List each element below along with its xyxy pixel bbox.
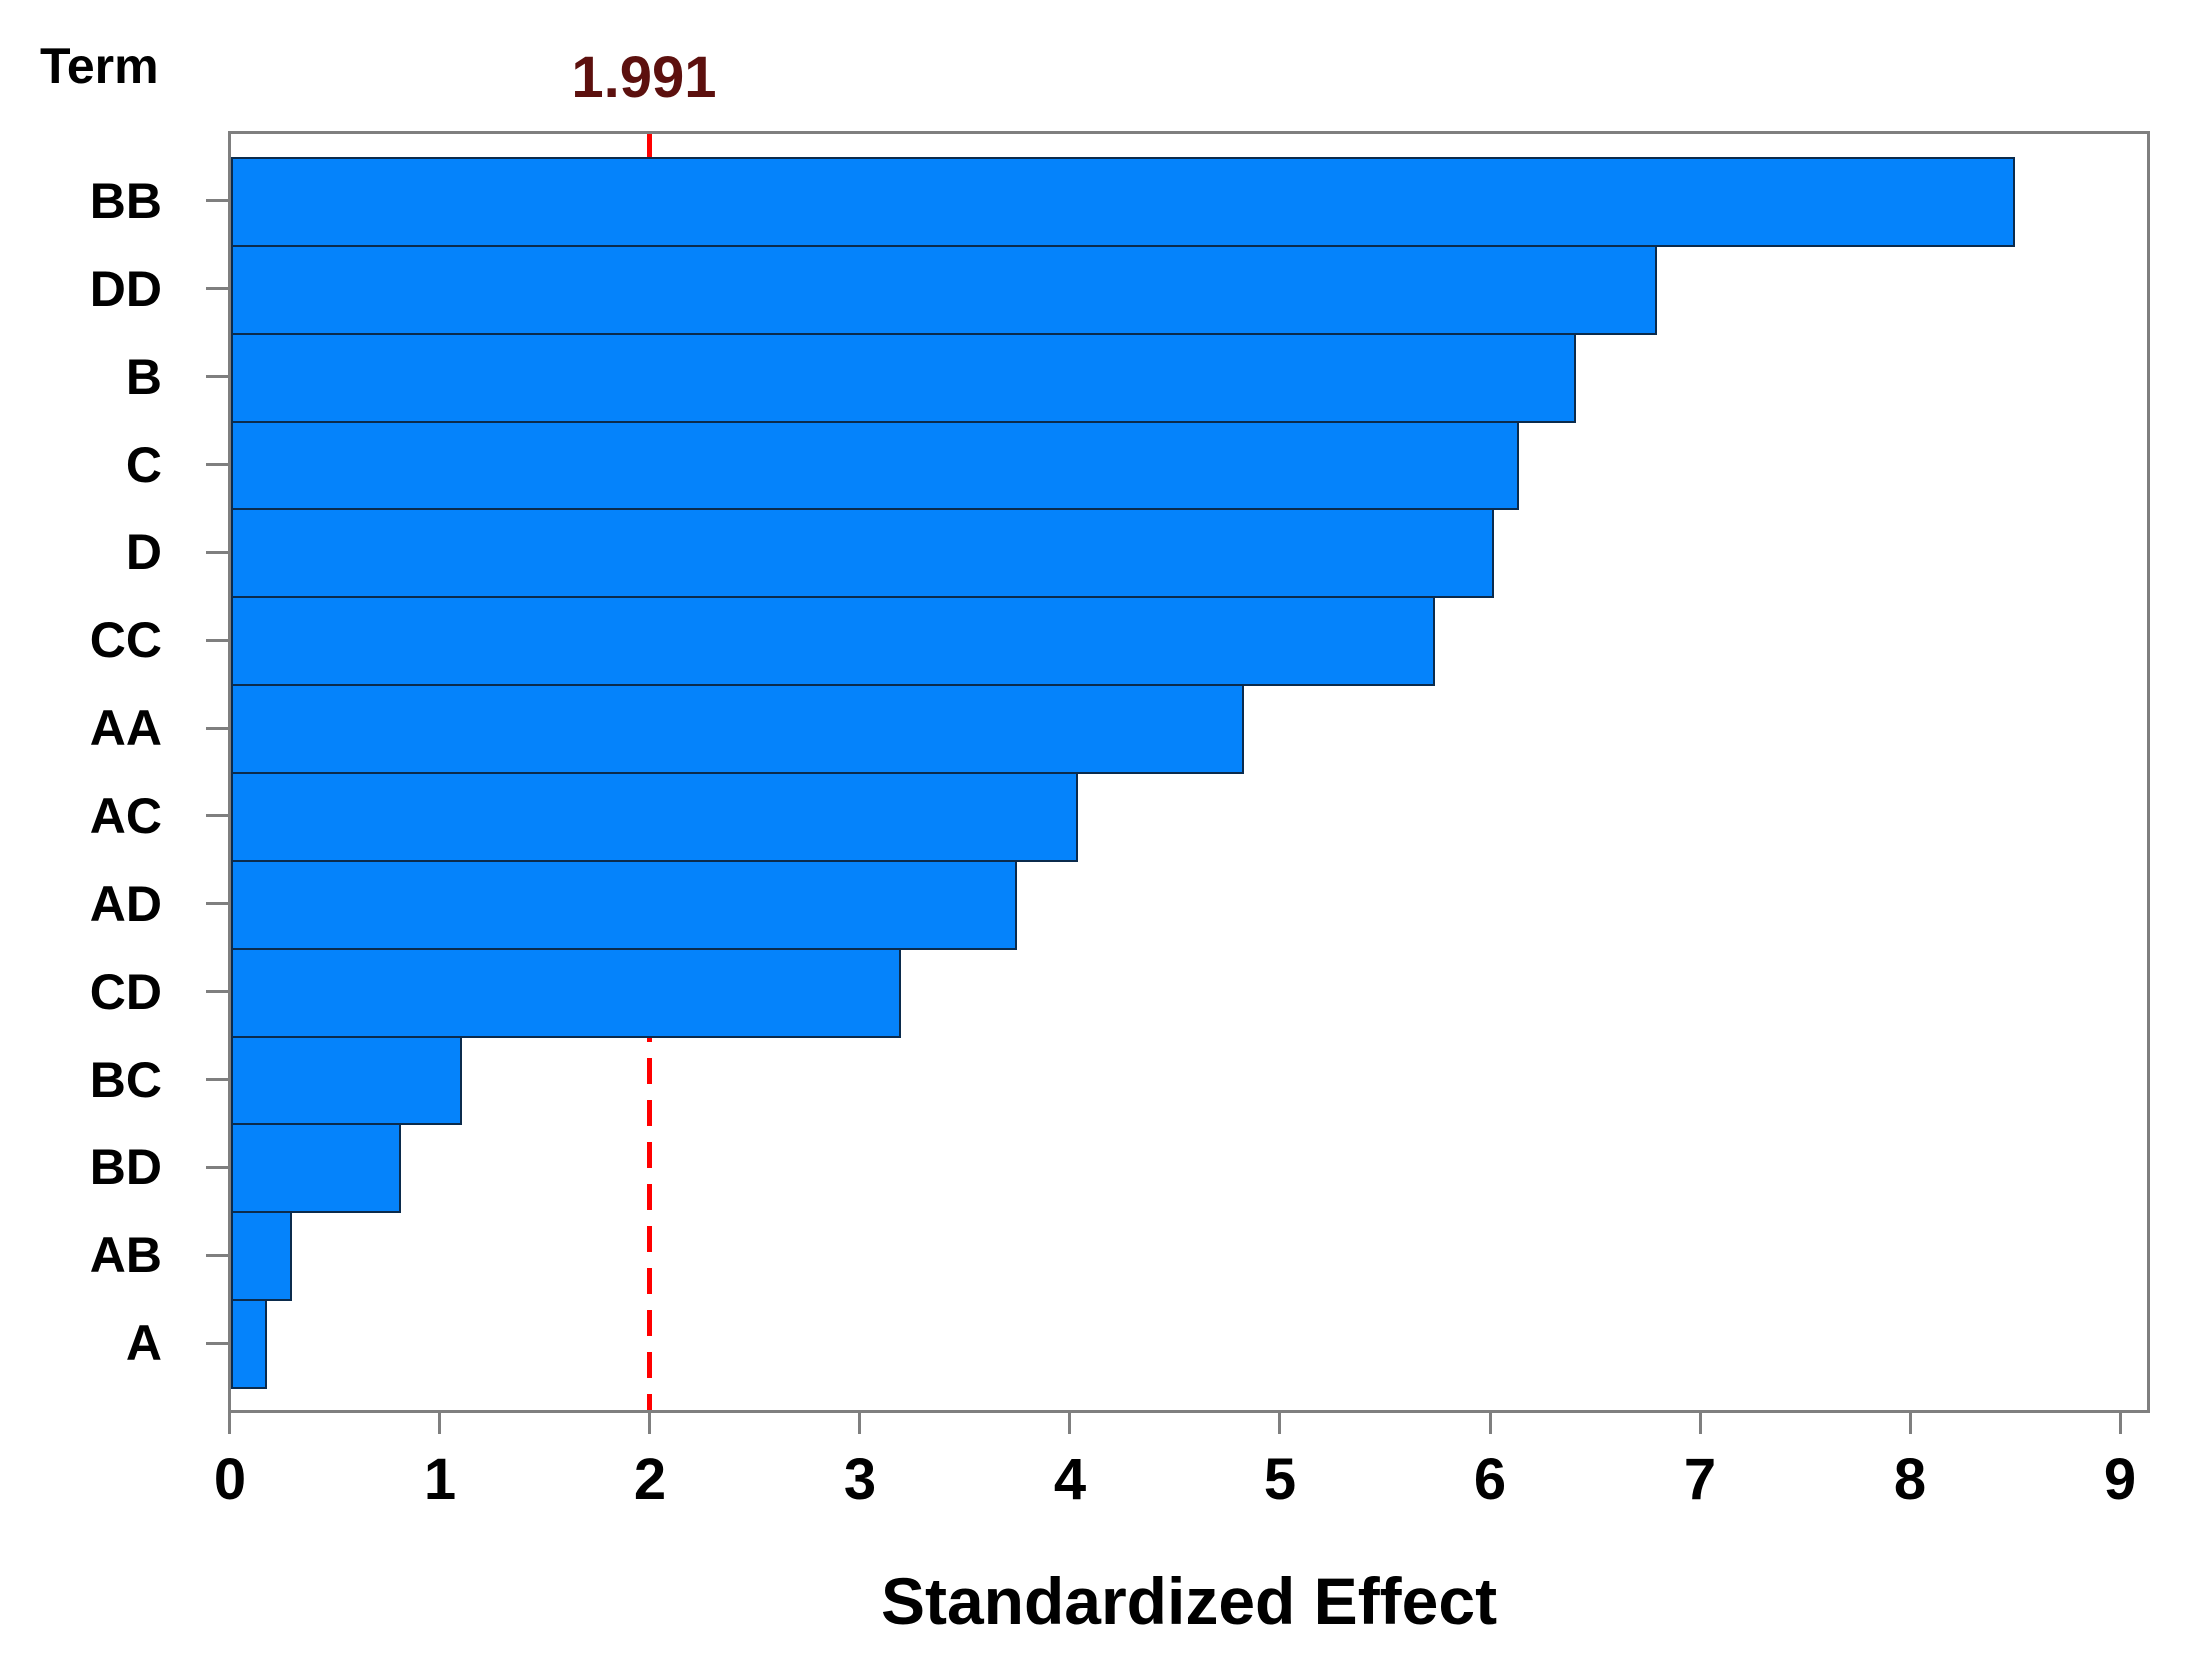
y-axis-title: Term <box>40 38 159 94</box>
y-tick-label-AB: AB <box>89 1227 162 1283</box>
x-tick-label-7: 7 <box>1683 1447 1717 1512</box>
y-tick <box>206 1342 228 1345</box>
x-tick <box>1068 1413 1071 1434</box>
x-tick-label-6: 6 <box>1473 1447 1507 1512</box>
y-tick <box>206 1078 228 1081</box>
x-tick <box>228 1413 231 1434</box>
bar-BC <box>231 1035 462 1126</box>
x-tick-label-8: 8 <box>1893 1447 1927 1512</box>
y-tick-label-AA: AA <box>89 700 162 756</box>
bar-AB <box>231 1211 292 1302</box>
y-tick-label-BC: BC <box>89 1052 162 1108</box>
y-tick <box>206 902 228 905</box>
y-tick-label-AC: AC <box>89 788 162 844</box>
bar-AD <box>231 859 1017 950</box>
y-tick <box>206 463 228 466</box>
y-tick <box>206 375 228 378</box>
y-tick <box>206 1166 228 1169</box>
y-tick-label-D: D <box>125 524 162 580</box>
x-tick-label-3: 3 <box>843 1447 877 1512</box>
x-axis-title: Standardized Effect <box>880 1564 1498 1638</box>
bar-CC <box>231 596 1435 687</box>
x-tick-label-2: 2 <box>633 1447 667 1512</box>
bar-AC <box>231 772 1078 862</box>
bar-B <box>231 332 1576 423</box>
x-tick <box>438 1413 441 1434</box>
y-tick <box>206 639 228 642</box>
y-tick-label-AD: AD <box>89 876 162 932</box>
x-tick <box>858 1413 861 1434</box>
y-tick <box>206 990 228 993</box>
bar-BB <box>231 157 2015 247</box>
x-tick-label-5: 5 <box>1263 1447 1297 1512</box>
y-tick-label-DD: DD <box>89 261 162 317</box>
x-tick <box>1909 1413 1912 1434</box>
reference-line-label: 1.991 <box>571 45 717 110</box>
plot-area <box>228 131 2150 1413</box>
y-tick <box>206 551 228 554</box>
x-tick <box>1489 1413 1492 1434</box>
bar-DD <box>231 244 1657 335</box>
bar-AA <box>231 684 1244 774</box>
y-tick-label-BB: BB <box>89 173 162 229</box>
x-tick <box>1699 1413 1702 1434</box>
y-tick-label-A: A <box>125 1315 162 1371</box>
y-tick <box>206 287 228 290</box>
x-tick <box>648 1413 651 1434</box>
x-tick-label-9: 9 <box>2103 1447 2137 1512</box>
y-tick <box>206 727 228 730</box>
bar-BD <box>231 1123 401 1214</box>
bar-D <box>231 508 1494 599</box>
x-tick-label-4: 4 <box>1053 1447 1087 1512</box>
x-tick <box>2119 1413 2122 1434</box>
bar-C <box>231 420 1519 511</box>
bar-CD <box>231 947 901 1038</box>
y-tick-label-C: C <box>125 437 162 493</box>
bar-A <box>231 1299 267 1389</box>
y-tick-label-BD: BD <box>89 1139 162 1195</box>
x-tick-label-0: 0 <box>213 1447 247 1512</box>
x-tick-label-1: 1 <box>423 1447 457 1512</box>
x-tick <box>1278 1413 1281 1434</box>
y-tick-label-B: B <box>125 349 162 405</box>
y-tick-label-CC: CC <box>89 612 162 668</box>
y-tick <box>206 814 228 817</box>
y-tick <box>206 199 228 202</box>
y-tick-label-CD: CD <box>89 964 162 1020</box>
y-tick <box>206 1254 228 1257</box>
